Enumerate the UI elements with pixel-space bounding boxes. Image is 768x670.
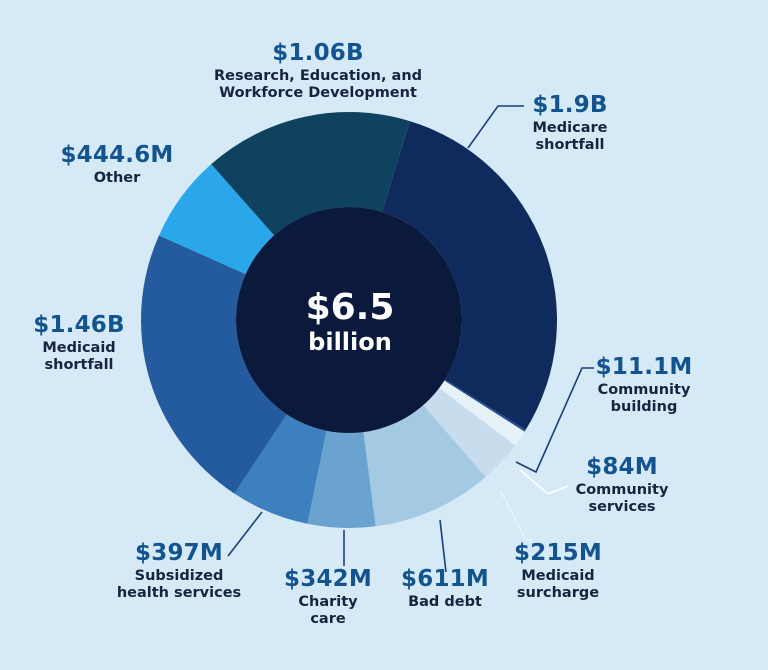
label-name: Medicaid bbox=[42, 339, 116, 356]
center-total-unit: billion bbox=[308, 327, 392, 356]
label-community-services: $84M Community services bbox=[562, 454, 682, 516]
label-name: shortfall bbox=[44, 356, 114, 373]
label-name: Bad debt bbox=[408, 593, 482, 610]
label-name: care bbox=[310, 610, 346, 627]
label-name: Community bbox=[597, 381, 691, 398]
slice-8 bbox=[158, 164, 275, 275]
slice-4 bbox=[363, 405, 486, 527]
slice-9 bbox=[211, 111, 410, 236]
label-value: $397M bbox=[135, 540, 223, 566]
label-name: Other bbox=[93, 169, 141, 186]
slice-6 bbox=[234, 414, 327, 524]
label-name: Subsidized bbox=[134, 567, 224, 584]
label-medicare-shortfall: $1.9B Medicare shortfall bbox=[500, 92, 640, 154]
label-subsidized-health-services: $397M Subsidized health services bbox=[104, 540, 254, 602]
center-total-value: $6.5 bbox=[305, 287, 395, 328]
label-name: building bbox=[610, 398, 678, 415]
label-name: services bbox=[588, 498, 656, 515]
label-name: health services bbox=[116, 584, 242, 601]
leader-line-4 bbox=[439, 519, 447, 573]
leader-line-2 bbox=[519, 469, 569, 495]
donut-center-circle bbox=[236, 207, 462, 433]
label-medicaid-shortfall: $1.46B Medicaid shortfall bbox=[24, 312, 134, 374]
slice-3 bbox=[423, 388, 515, 477]
label-name: Community bbox=[575, 481, 669, 498]
label-research-education: $1.06B Research, Education, and Workforc… bbox=[198, 40, 438, 102]
leader-lines bbox=[227, 105, 594, 573]
label-value: $11.1M bbox=[595, 354, 693, 380]
label-value: $1.46B bbox=[33, 312, 125, 338]
label-name: shortfall bbox=[535, 136, 605, 153]
slice-7 bbox=[141, 235, 287, 494]
slice-1 bbox=[444, 379, 526, 432]
label-name: Research, Education, and bbox=[213, 67, 423, 84]
label-value: $611M bbox=[401, 566, 489, 592]
label-value: $1.9B bbox=[532, 92, 608, 118]
label-medicaid-surcharge: $215M Medicaid surcharge bbox=[498, 540, 618, 602]
leader-line-0 bbox=[467, 105, 524, 149]
slice-5 bbox=[307, 430, 376, 528]
slice-0 bbox=[382, 121, 557, 430]
label-value: $215M bbox=[514, 540, 602, 566]
leader-line-6 bbox=[227, 511, 263, 557]
label-name: surcharge bbox=[516, 584, 600, 601]
label-other: $444.6M Other bbox=[52, 142, 182, 187]
label-value: $444.6M bbox=[60, 142, 174, 168]
label-name: Medicaid bbox=[521, 567, 595, 584]
leader-line-1 bbox=[515, 367, 594, 474]
label-community-building: $11.1M Community building bbox=[584, 354, 704, 416]
label-name: Workforce Development bbox=[219, 84, 417, 101]
center-total: $6.5 billion bbox=[270, 288, 430, 356]
label-value: $342M bbox=[284, 566, 372, 592]
donut-slices bbox=[141, 111, 557, 528]
label-value: $1.06B bbox=[272, 40, 364, 66]
label-charity-care: $342M Charity care bbox=[280, 566, 376, 628]
label-value: $84M bbox=[586, 454, 658, 480]
label-bad-debt: $611M Bad debt bbox=[392, 566, 498, 611]
label-name: Medicare bbox=[532, 119, 608, 136]
leader-line-3 bbox=[499, 489, 532, 541]
label-name: Charity bbox=[298, 593, 358, 610]
slice-2 bbox=[439, 380, 525, 446]
